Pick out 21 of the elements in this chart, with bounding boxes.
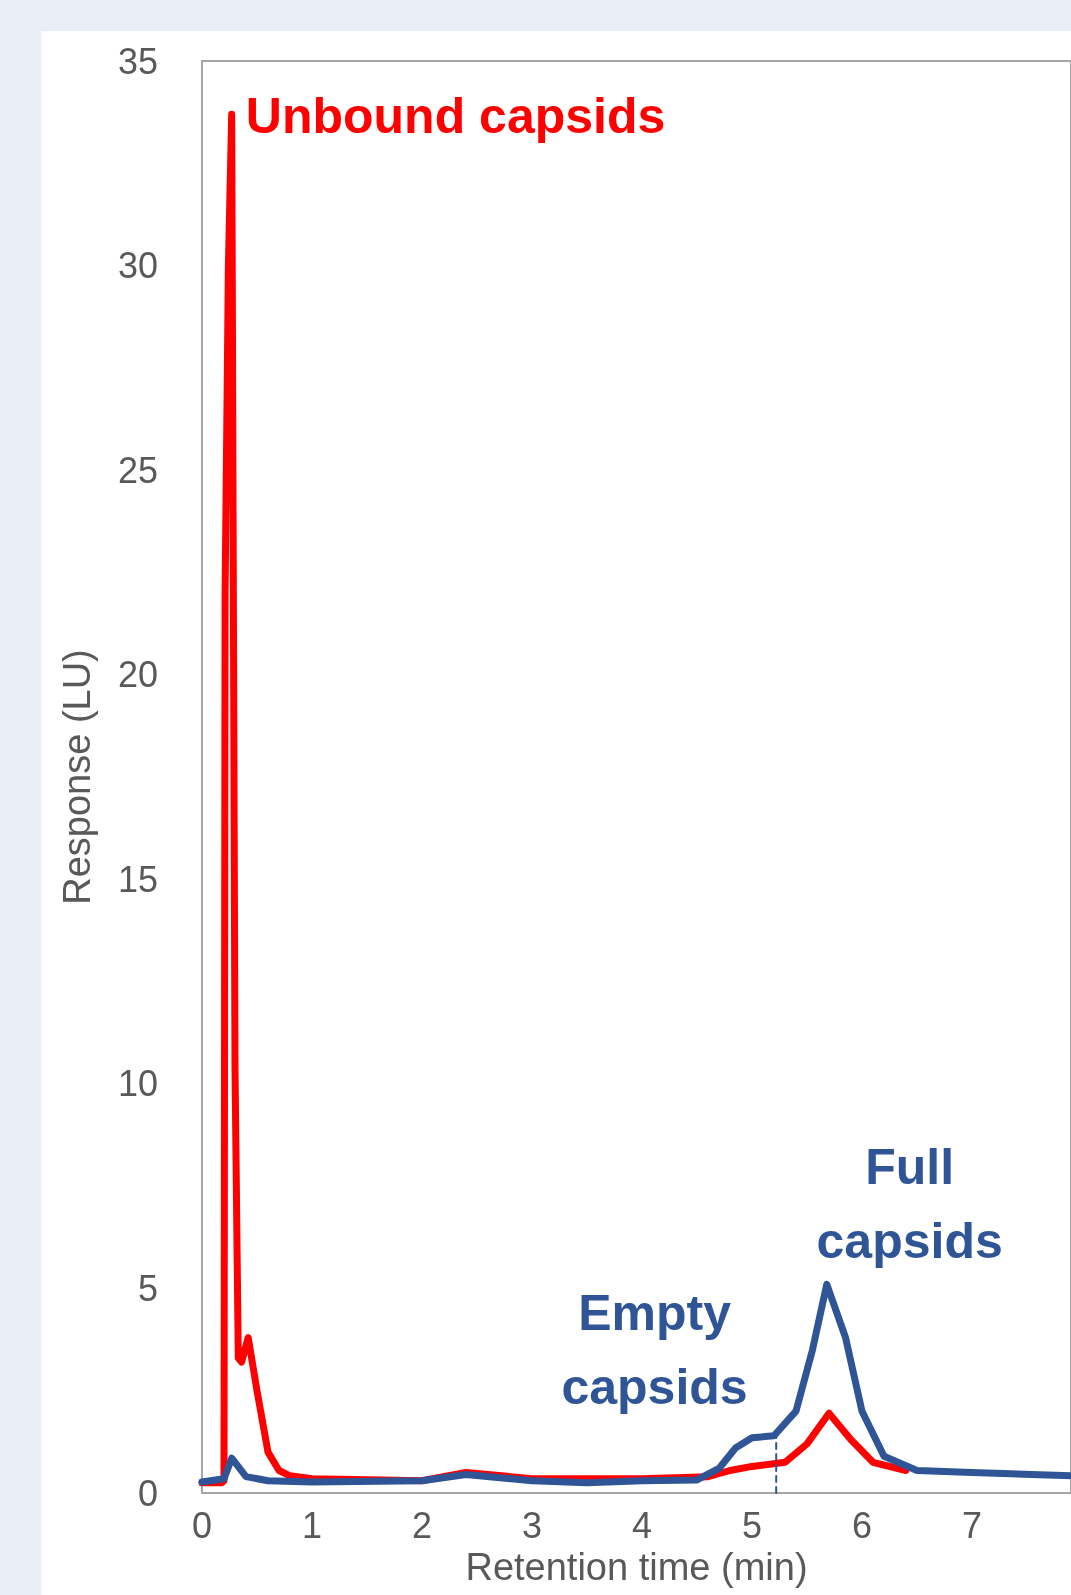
y-tick-label: 15: [117, 858, 158, 900]
x-tick-label: 7: [961, 1504, 983, 1546]
y-tick-label: 5: [137, 1267, 158, 1309]
x-tick-label: 4: [631, 1504, 653, 1546]
x-tick-label: 0: [191, 1504, 213, 1546]
x-tick-label: 5: [741, 1504, 763, 1546]
x-axis-title: Retention time (min): [465, 1545, 808, 1588]
y-tick-label: 20: [117, 654, 158, 696]
x-tick-label: 1: [301, 1504, 323, 1546]
annotation: Unbound capsids: [245, 88, 666, 145]
y-tick-label: 35: [117, 40, 158, 82]
y-tick-label: 25: [117, 449, 158, 491]
y-axis-title: Response (LU): [56, 649, 98, 905]
x-tick-label: 3: [521, 1504, 543, 1546]
y-tick-label: 0: [137, 1472, 158, 1514]
y-tick-label: 30: [117, 245, 158, 287]
x-tick-label: 2: [411, 1504, 433, 1546]
annotation: Full capsids: [816, 1139, 1003, 1270]
annotation: Empty capsids: [561, 1284, 748, 1415]
y-tick-label: 10: [117, 1063, 158, 1105]
x-tick-label: 6: [851, 1504, 873, 1546]
